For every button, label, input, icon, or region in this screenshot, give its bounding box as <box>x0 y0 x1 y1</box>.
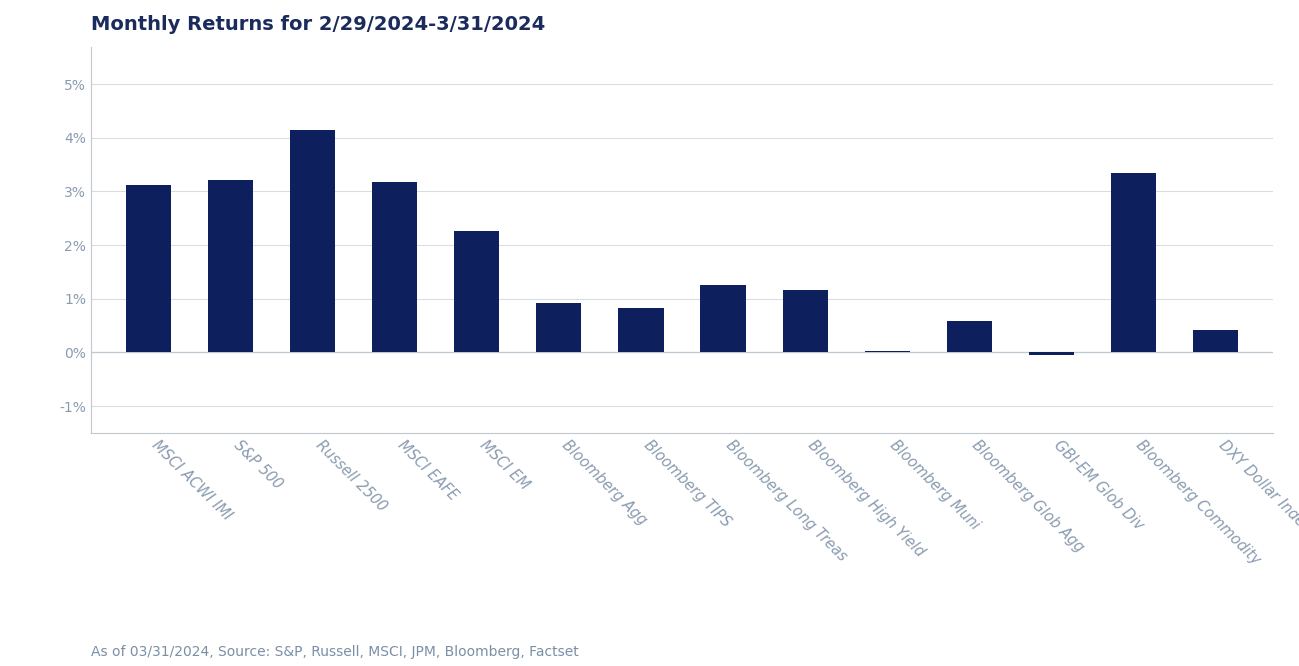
Bar <box>290 130 335 352</box>
Bar <box>1029 352 1074 355</box>
Bar <box>1192 330 1238 352</box>
Bar <box>455 230 499 352</box>
Bar <box>947 321 992 352</box>
Bar <box>1111 172 1156 352</box>
Bar <box>536 303 582 352</box>
Bar <box>618 308 664 352</box>
Bar <box>782 290 827 352</box>
Text: Monthly Returns for 2/29/2024-3/31/2024: Monthly Returns for 2/29/2024-3/31/2024 <box>91 15 546 34</box>
Bar <box>126 184 171 352</box>
Text: As of 03/31/2024, Source: S&P, Russell, MSCI, JPM, Bloomberg, Factset: As of 03/31/2024, Source: S&P, Russell, … <box>91 645 578 659</box>
Bar <box>372 182 417 352</box>
Bar <box>208 180 253 352</box>
Bar <box>700 285 746 352</box>
